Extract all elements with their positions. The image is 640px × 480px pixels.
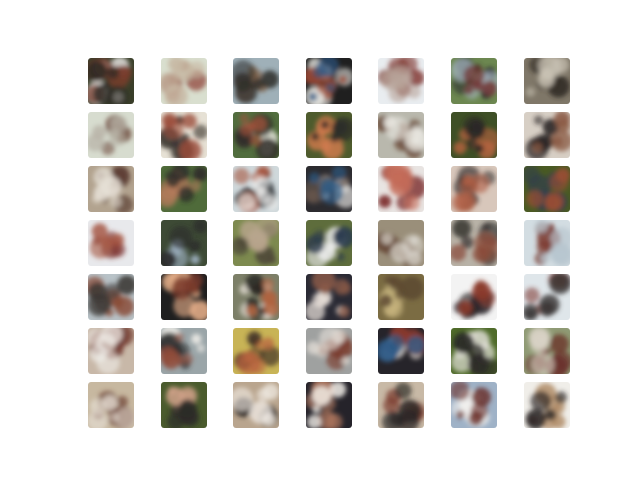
- image-tile: [378, 382, 425, 428]
- image-tile: [88, 220, 134, 266]
- image-tile: [160, 166, 207, 212]
- image-tile: [88, 274, 134, 320]
- image-tile: [88, 58, 134, 104]
- image-tile: [451, 382, 497, 428]
- image-tile: [305, 166, 352, 212]
- image-tile: [88, 112, 134, 158]
- image-tile: [451, 58, 497, 104]
- image-tile: [305, 58, 352, 104]
- image-tile: [305, 382, 352, 428]
- image-tile: [378, 220, 425, 266]
- image-tile: [160, 328, 207, 374]
- image-tile: [305, 274, 352, 320]
- image-tile: [305, 328, 352, 374]
- image-tile: [523, 166, 570, 212]
- image-tile: [378, 274, 425, 320]
- image-tile: [451, 274, 497, 320]
- image-tile: [233, 112, 280, 158]
- image-tile: [233, 166, 280, 212]
- image-tile: [88, 166, 134, 212]
- image-tile: [523, 112, 570, 158]
- image-tile: [160, 382, 207, 428]
- image-tile: [378, 166, 425, 212]
- image-tile: [88, 382, 134, 428]
- image-tile: [305, 220, 352, 266]
- image-tile: [233, 382, 280, 428]
- image-tile: [233, 328, 280, 374]
- image-tile: [160, 274, 207, 320]
- image-tile: [451, 220, 497, 266]
- image-tile: [523, 328, 570, 374]
- image-tile: [233, 220, 280, 266]
- image-tile: [160, 220, 207, 266]
- image-tile: [233, 274, 280, 320]
- image-tile: [233, 58, 280, 104]
- image-tile: [523, 274, 570, 320]
- image-tile: [523, 58, 570, 104]
- image-tile: [160, 58, 207, 104]
- image-tile: [523, 382, 570, 428]
- image-tile: [305, 112, 352, 158]
- image-tile: [451, 166, 497, 212]
- image-tile: [88, 328, 134, 374]
- image-tile: [523, 220, 570, 266]
- image-tile: [160, 112, 207, 158]
- image-tile: [451, 328, 497, 374]
- image-tile: [378, 112, 425, 158]
- image-tile: [378, 328, 425, 374]
- image-tile: [378, 58, 425, 104]
- image-tile: [451, 112, 497, 158]
- image-grid: [88, 58, 570, 428]
